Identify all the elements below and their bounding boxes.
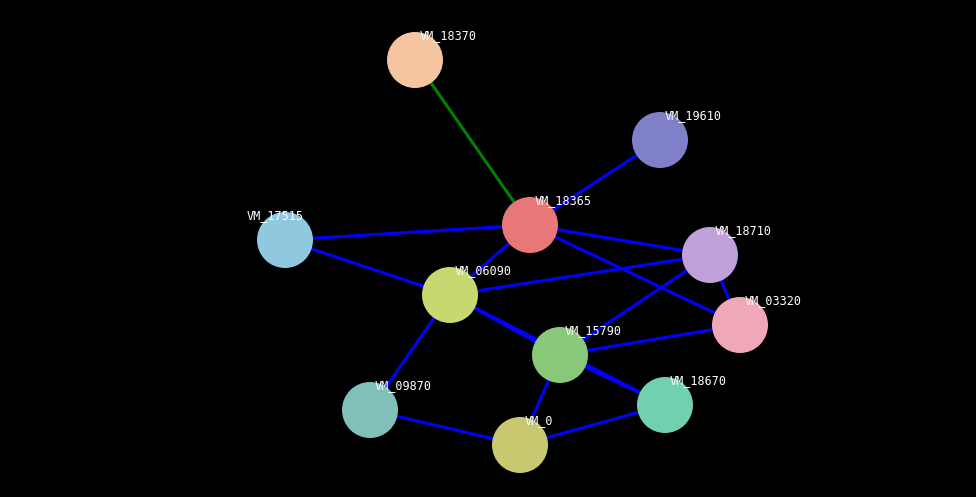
Text: VM_19610: VM_19610 — [665, 109, 722, 122]
Circle shape — [422, 267, 478, 323]
Text: VM_18670: VM_18670 — [670, 374, 727, 387]
Circle shape — [682, 227, 738, 283]
Text: VM_06090: VM_06090 — [455, 264, 512, 277]
Text: VM_17515: VM_17515 — [247, 209, 304, 222]
Circle shape — [532, 327, 588, 383]
Circle shape — [492, 417, 548, 473]
Circle shape — [342, 382, 398, 438]
Circle shape — [387, 32, 443, 88]
Text: VM_0: VM_0 — [525, 414, 553, 427]
Text: VM_18365: VM_18365 — [535, 194, 592, 207]
Circle shape — [257, 212, 313, 268]
Text: VM_09870: VM_09870 — [375, 379, 432, 392]
Text: VM_18370: VM_18370 — [420, 29, 477, 42]
Circle shape — [502, 197, 558, 253]
Circle shape — [712, 297, 768, 353]
Circle shape — [637, 377, 693, 433]
Text: VM_18710: VM_18710 — [715, 224, 772, 237]
Text: VM_03320: VM_03320 — [745, 294, 802, 307]
Text: VM_15790: VM_15790 — [565, 324, 622, 337]
Circle shape — [632, 112, 688, 168]
